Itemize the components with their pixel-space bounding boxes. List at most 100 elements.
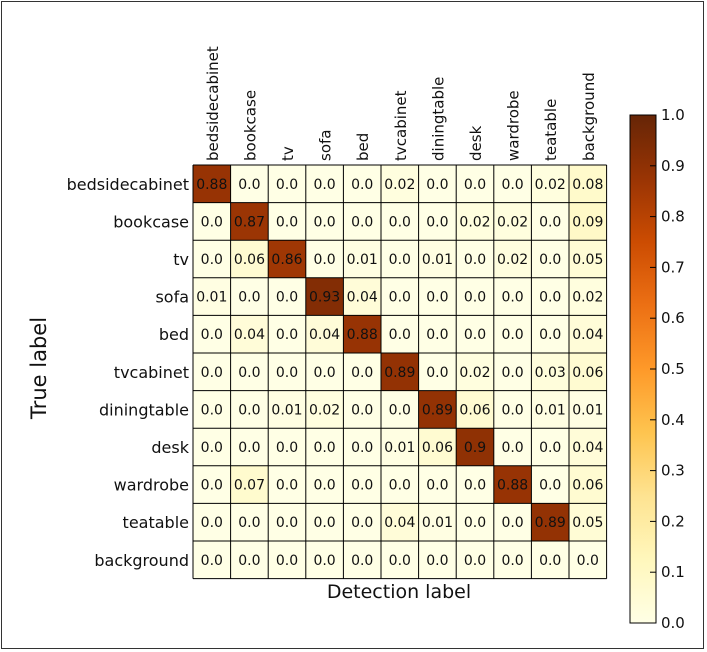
cell-value-label: 0.86 [271,252,302,268]
heatmap-cell [531,165,569,203]
cell-value-label: 0.02 [309,402,340,418]
heatmap-cell [230,541,269,579]
colorbar-tick-label: 0.6 [661,309,685,327]
heatmap-cell [193,240,231,278]
cell-value-label: 0.01 [347,252,378,268]
heatmap-cell [456,240,494,278]
heatmap-cell [343,277,381,316]
heatmap-cell [569,541,607,579]
cell-value-label: 0.0 [276,327,298,343]
heatmap-cell [456,315,494,353]
heatmap-cell [268,465,306,504]
cell-value-label: 0.9 [464,440,486,456]
cell-value-label: 0.0 [426,478,448,494]
cell-value-label: 0.0 [276,553,298,569]
cell-value-label: 0.0 [464,177,486,193]
cell-value-label: 0.0 [276,515,298,531]
cell-value-label: 0.01 [384,440,415,456]
heatmap-cell [230,202,269,241]
heatmap-cell [343,541,381,579]
heatmap-cell [569,165,607,203]
x-tick-label: bed [354,133,372,161]
y-tick-label: desk [151,438,189,457]
heatmap-cells: 0.88 0.0 0.0 0.0 0.0 0.02 0.0 0.0 0.0 0.02 0.08 0.0… [193,165,607,579]
heatmap-cell [456,165,494,203]
heatmap-cell [193,465,231,504]
heatmap-cell [456,428,494,466]
heatmap-cell [493,277,532,316]
x-axis-label: Detection label [327,581,471,603]
heatmap-cell [418,315,457,353]
heatmap-cell [531,503,569,541]
heatmap-cell [381,390,419,429]
cell-value-label: 0.02 [459,214,490,230]
colorbar-tick-label: 0.8 [661,208,685,226]
heatmap-cell [268,240,306,278]
y-tick-labels: bedsidecabinet bookcase tv sofa bed tvcabinet… [67,175,190,570]
heatmap-cell [531,315,569,353]
cell-value-label: 0.0 [577,553,599,569]
cell-value-label: 0.0 [201,252,223,268]
colorbar-tick-label: 0.0 [661,614,685,632]
heatmap-cell [381,240,419,278]
cell-value-label: 0.0 [389,290,411,306]
cell-value-label: 0.0 [464,252,486,268]
colorbar-tick-label: 0.7 [661,258,685,276]
cell-value-label: 0.0 [201,214,223,230]
cell-value-label: 0.0 [351,177,373,193]
heatmap-cell [268,541,306,579]
cell-value-label: 0.0 [501,290,523,306]
x-tick-label: desk [467,125,485,161]
cell-value-label: 0.0 [501,365,523,381]
heatmap-cell [268,503,306,541]
heatmap-cell [381,541,419,579]
heatmap-cell [493,202,532,241]
heatmap-cell [569,465,607,504]
cell-value-label: 0.0 [539,290,561,306]
heatmap-cell [456,353,494,391]
cell-value-label: 0.0 [351,402,373,418]
heatmap-cell [305,428,344,466]
cell-value-label: 0.0 [501,402,523,418]
cell-value-label: 0.0 [238,515,260,531]
cell-value-label: 0.0 [464,515,486,531]
y-tick-label: bedsidecabinet [67,175,189,194]
cell-value-label: 0.0 [501,177,523,193]
cell-value-label: 0.0 [351,365,373,381]
cell-value-label: 0.08 [572,177,603,193]
heatmap-cell [343,165,381,203]
cell-value-label: 0.04 [384,515,415,531]
heatmap-cell [305,277,344,316]
cell-value-label: 0.01 [422,252,453,268]
cell-value-label: 0.0 [201,402,223,418]
heatmap-cell [268,428,306,466]
cell-value-label: 0.02 [535,177,566,193]
heatmap-cell [569,277,607,316]
heatmap-cell [305,353,344,391]
heatmap-cell [305,503,344,541]
y-tick-label: wardrobe [114,476,189,495]
heatmap-cell [569,202,607,241]
heatmap-cell [305,315,344,353]
colorbar-tick-label: 0.4 [661,411,685,429]
heatmap-cell [456,465,494,504]
heatmap-cell [230,465,269,504]
heatmap-cell [531,541,569,579]
heatmap-cell [418,541,457,579]
cell-value-label: 0.0 [539,252,561,268]
cell-value-label: 0.06 [572,478,603,494]
cell-value-label: 0.06 [459,402,490,418]
cell-value-label: 0.87 [234,214,265,230]
x-tick-labels: bedsidecabinet bookcase tv sofa bed tvcabinet… [204,46,598,161]
x-tick-label: bookcase [241,90,259,161]
cell-value-label: 0.0 [201,365,223,381]
heatmap-cell [531,390,569,429]
x-tick-label: diningtable [429,77,447,161]
cell-value-label: 0.0 [276,478,298,494]
cell-value-label: 0.01 [535,402,566,418]
heatmap-cell [493,353,532,391]
cell-value-label: 0.0 [539,327,561,343]
heatmap-cell [456,202,494,241]
heatmap-cell [493,465,532,504]
heatmap-cell [418,465,457,504]
